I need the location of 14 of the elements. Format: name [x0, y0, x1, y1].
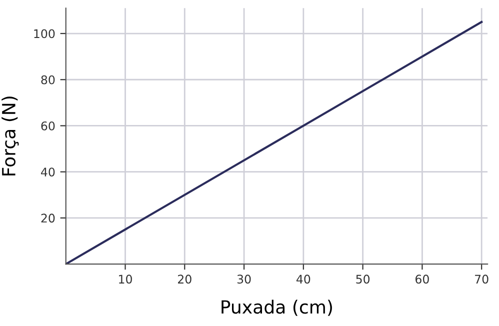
- y-axis-title: Força (N): [2, 96, 19, 176]
- x-tick-label: 40: [296, 274, 310, 284]
- y-tick-label: 100: [34, 29, 55, 38]
- y-tick-label: 40: [41, 168, 55, 176]
- x-tick-label: 70: [475, 274, 488, 284]
- y-tick-label: 80: [41, 75, 55, 84]
- x-tick-label: 30: [237, 274, 251, 284]
- x-tick-label: 20: [178, 274, 192, 284]
- x-tick-label: 50: [356, 274, 370, 284]
- y-tick-label: 20: [41, 214, 55, 223]
- x-tick-label: 10: [119, 274, 132, 284]
- x-tick-label: 60: [416, 274, 429, 284]
- y-tick-label: 60: [41, 121, 55, 130]
- x-axis-title: Puxada (cm): [222, 300, 332, 316]
